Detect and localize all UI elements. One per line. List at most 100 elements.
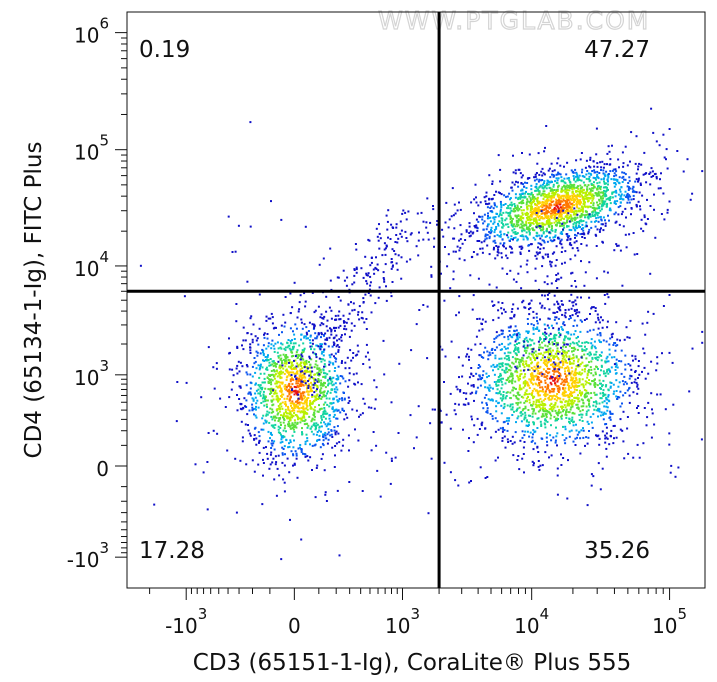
density-point: [334, 445, 337, 447]
density-point: [495, 336, 498, 339]
density-point: [293, 463, 296, 466]
density-point: [286, 346, 289, 349]
density-point: [484, 238, 487, 241]
density-point: [567, 208, 570, 211]
density-point: [449, 471, 452, 474]
density-point: [537, 399, 540, 402]
density-point: [553, 189, 556, 191]
density-point: [495, 346, 498, 349]
density-point: [305, 361, 308, 364]
density-point: [555, 417, 558, 420]
density-point: [347, 402, 350, 404]
density-point: [285, 415, 288, 418]
density-point: [602, 413, 605, 415]
density-point: [668, 200, 671, 203]
density-point: [206, 508, 209, 511]
density-point: [581, 399, 584, 402]
density-point: [501, 368, 504, 371]
density-point: [576, 186, 578, 189]
density-point: [279, 433, 282, 436]
density-point: [575, 303, 578, 306]
density-point: [577, 226, 580, 229]
density-point: [553, 339, 556, 342]
density-point: [536, 207, 538, 210]
density-point: [488, 351, 491, 354]
density-point: [555, 209, 558, 212]
density-point: [285, 361, 288, 364]
density-point: [599, 228, 602, 231]
density-point: [522, 299, 525, 302]
density-point: [572, 175, 575, 177]
density-point: [556, 385, 559, 388]
density-point: [572, 304, 575, 307]
density-point: [588, 205, 591, 208]
density-point: [549, 404, 552, 407]
density-point: [501, 267, 504, 270]
density-point: [469, 230, 472, 233]
density-point: [556, 188, 559, 191]
density-point: [569, 317, 572, 319]
density-point: [266, 405, 268, 408]
density-point: [264, 359, 267, 361]
density-point: [503, 429, 506, 432]
density-point: [634, 180, 637, 183]
density-point: [330, 317, 333, 320]
density-point: [602, 200, 605, 203]
density-point: [592, 160, 595, 163]
density-point: [543, 217, 546, 220]
density-point: [613, 213, 616, 216]
density-point: [239, 361, 242, 364]
density-point: [552, 407, 555, 410]
density-point: [278, 364, 281, 367]
density-point: [322, 323, 325, 326]
density-point: [341, 399, 344, 402]
density-point: [263, 377, 266, 380]
density-point: [538, 346, 541, 349]
density-point: [500, 404, 503, 407]
density-point: [279, 377, 282, 380]
density-point: [563, 339, 566, 342]
density-point: [311, 383, 314, 386]
density-point: [484, 477, 487, 479]
density-point: [601, 199, 604, 202]
density-point: [579, 437, 582, 440]
density-point: [249, 343, 252, 346]
density-point: [548, 291, 551, 294]
density-point: [594, 177, 597, 180]
density-point: [292, 464, 294, 467]
density-point: [352, 356, 354, 359]
density-point: [615, 243, 618, 246]
density-point: [601, 160, 604, 163]
density-point: [262, 393, 265, 396]
density-point: [493, 340, 496, 343]
density-point: [584, 195, 587, 198]
density-point: [573, 385, 576, 388]
density-point: [295, 452, 298, 455]
density-point: [578, 371, 581, 374]
density-point: [561, 348, 564, 351]
density-point: [273, 377, 276, 380]
density-point: [550, 198, 553, 200]
density-point: [323, 372, 325, 375]
density-point: [537, 211, 540, 214]
density-point: [528, 233, 531, 236]
density-point: [581, 350, 584, 352]
density-point: [579, 158, 582, 161]
density-point: [226, 449, 229, 452]
density-point: [433, 245, 435, 248]
density-point: [564, 335, 566, 338]
density-point: [597, 462, 600, 465]
density-point: [293, 462, 296, 465]
density-point: [476, 386, 479, 389]
density-point: [259, 372, 262, 375]
density-point: [290, 368, 293, 371]
density-point: [385, 451, 388, 454]
density-point: [643, 216, 646, 219]
density-point: [596, 356, 599, 359]
density-point: [551, 170, 554, 173]
density-point: [513, 410, 515, 413]
density-point: [502, 428, 505, 431]
density-point: [333, 409, 336, 412]
density-point: [314, 337, 317, 340]
density-point: [272, 360, 275, 363]
